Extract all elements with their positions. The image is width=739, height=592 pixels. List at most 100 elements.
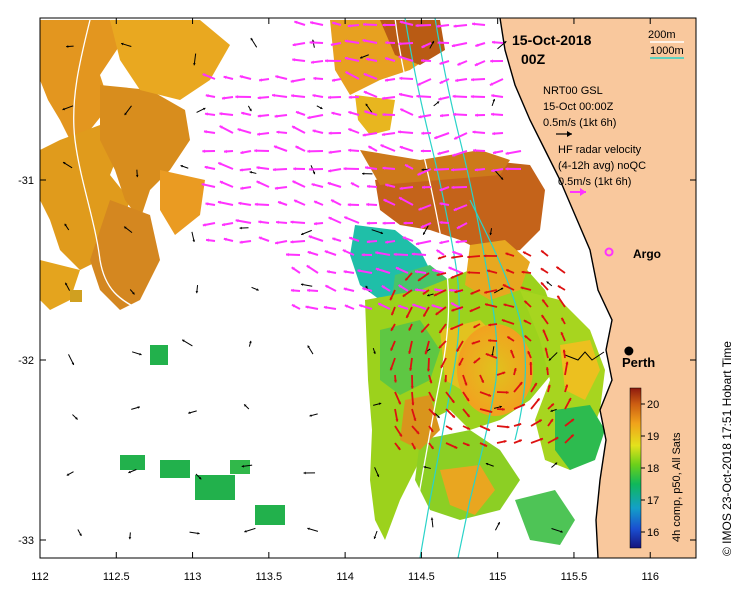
model-arrow <box>195 473 202 480</box>
radar-arrow <box>428 374 433 384</box>
radar-arrow <box>411 442 417 450</box>
radar-arrow <box>399 145 414 152</box>
radar-arrow <box>416 78 432 87</box>
radar-arrow <box>327 181 342 188</box>
radar-arrow <box>273 145 288 152</box>
radar-arrow <box>239 168 252 172</box>
radar-arrow <box>428 442 435 450</box>
radar-arrow <box>450 323 464 331</box>
model-arrow <box>191 231 196 243</box>
radar-arrow <box>411 425 420 435</box>
radar-arrow <box>484 289 498 294</box>
radar-arrow <box>435 306 447 316</box>
svg-text:(4-12h avg) noQC: (4-12h avg) noQC <box>558 160 646 172</box>
radar-arrow <box>438 323 447 334</box>
radar-arrow <box>501 319 515 325</box>
radar-arrow <box>491 40 504 45</box>
colorbar-tick-label: 17 <box>647 495 659 507</box>
perth-label: Perth <box>622 355 655 370</box>
radar-arrow <box>332 237 342 242</box>
radar-arrow <box>513 439 523 444</box>
radar-arrow <box>479 391 492 397</box>
model-arrow <box>124 105 132 116</box>
radar-arrow <box>348 236 360 242</box>
model-arrow <box>485 462 494 467</box>
contour-legend-200m: 200m <box>648 29 676 41</box>
radar-arrow <box>421 185 432 189</box>
radar-arrow <box>313 200 324 206</box>
radar-arrow <box>361 253 373 257</box>
radar-arrow <box>439 113 450 118</box>
isobath-200m <box>73 18 450 558</box>
radar-arrow <box>547 436 559 444</box>
radar-arrow <box>496 407 505 411</box>
model-arrow <box>243 404 250 410</box>
radar-arrow <box>238 201 252 206</box>
radar-arrow <box>479 408 493 414</box>
radar-arrow <box>540 314 549 325</box>
model-arrow <box>491 346 495 357</box>
radar-velocity-arrows <box>201 20 575 451</box>
model-arrow <box>374 467 380 478</box>
radar-arrow <box>276 130 288 134</box>
radar-arrow <box>309 40 324 45</box>
radar-arrow <box>409 357 413 371</box>
model-arrow <box>241 464 253 468</box>
radar-arrow <box>331 111 342 116</box>
radar-arrow <box>471 340 481 345</box>
radar-arrow <box>415 240 432 246</box>
radar-arrow <box>308 235 324 242</box>
sst-field <box>40 20 605 545</box>
radar-arrow <box>344 304 355 310</box>
radar-arrow <box>436 272 447 277</box>
radar-arrow <box>290 220 306 224</box>
radar-arrow <box>492 131 504 136</box>
radar-arrow <box>310 60 324 64</box>
x-tick-label: 114 <box>336 571 354 583</box>
radar-arrow <box>328 168 342 173</box>
radar-arrow <box>428 391 435 402</box>
x-tick-label: 116 <box>641 571 659 583</box>
model-arrow <box>250 37 258 48</box>
radar-arrow <box>462 442 470 447</box>
radar-arrow <box>256 166 270 170</box>
radar-arrow <box>384 78 396 82</box>
model-label: NRT00 GSL 15-Oct 00:00Z 0.5m/s (1kt 6h) <box>543 85 616 137</box>
radar-arrow <box>471 22 486 26</box>
radar-arrow <box>428 425 434 433</box>
svg-text:NRT00 GSL: NRT00 GSL <box>543 85 603 97</box>
radar-arrow <box>431 268 445 274</box>
radar-arrow <box>272 167 288 172</box>
model-arrow <box>423 465 431 469</box>
plot-frame <box>39 17 697 559</box>
radar-arrow <box>382 112 396 117</box>
radar-arrow <box>306 264 319 274</box>
radar-arrow <box>417 168 432 176</box>
y-axis: -31 -32 -33 <box>18 175 696 547</box>
radar-arrow <box>445 391 455 404</box>
radar-arrow <box>422 289 430 296</box>
radar-arrow <box>470 289 481 295</box>
radar-arrow <box>530 437 544 444</box>
radar-arrow <box>274 240 288 245</box>
radar-arrow <box>324 284 337 292</box>
model-arrow <box>251 286 259 291</box>
radar-arrow <box>479 374 485 384</box>
radar-arrow <box>496 390 509 394</box>
radar-arrow <box>433 167 450 172</box>
radar-arrow <box>560 331 566 342</box>
coastline <box>499 18 613 558</box>
model-arrow <box>189 531 200 535</box>
radar-arrow <box>453 24 468 28</box>
colorbar-gradient <box>629 387 642 549</box>
radar-arrow <box>271 93 288 98</box>
model-arrow <box>311 39 315 48</box>
radar-arrow <box>520 286 532 291</box>
radar-arrow <box>343 216 360 224</box>
model-arrow <box>64 223 70 231</box>
radar-arrow <box>529 361 533 376</box>
radar-arrow <box>564 433 575 444</box>
radar-arrow <box>411 408 417 422</box>
radar-arrow <box>445 442 458 449</box>
y-tick-label: -32 <box>18 355 34 367</box>
